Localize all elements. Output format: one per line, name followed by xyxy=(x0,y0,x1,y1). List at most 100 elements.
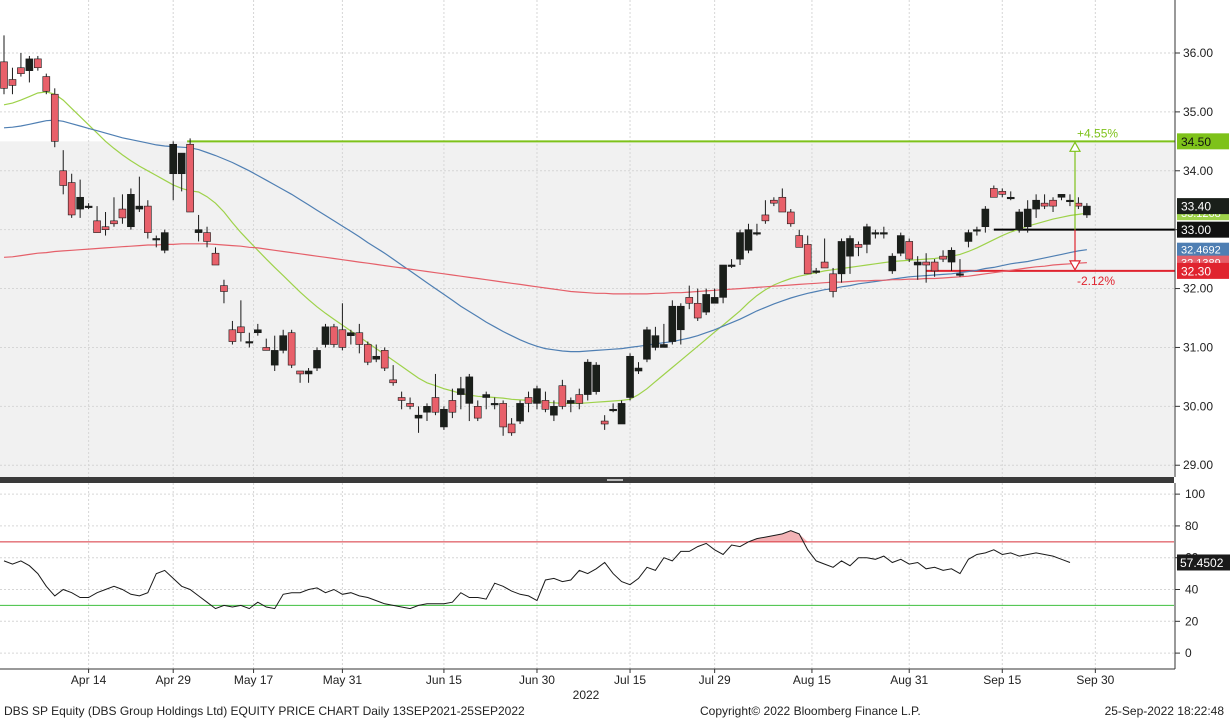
candle-body-up xyxy=(973,229,981,232)
rsi-tick-label: 20 xyxy=(1185,614,1199,628)
candle xyxy=(448,388,457,419)
candle xyxy=(76,179,84,218)
candle xyxy=(609,403,617,413)
x-tick-label: May 31 xyxy=(323,673,363,687)
candle xyxy=(465,373,474,422)
candle-body-down xyxy=(67,182,76,216)
candle-body-up xyxy=(245,341,254,344)
candle-body-up xyxy=(516,403,524,422)
candle xyxy=(939,250,947,263)
candle-body-down xyxy=(186,143,194,213)
candle-body-up xyxy=(414,414,423,419)
candle xyxy=(973,226,981,236)
rsi-y-axis: 02040608010057.4502 xyxy=(1174,483,1230,669)
candle-body-down xyxy=(17,67,25,74)
candle-body-down xyxy=(42,76,51,92)
last-price-label: 33.40 xyxy=(1181,200,1211,214)
candle xyxy=(846,235,854,274)
price-tick-label: 30.00 xyxy=(1183,399,1213,413)
candle xyxy=(490,397,499,410)
rsi-tick-label: 40 xyxy=(1185,583,1199,597)
candle-body-up xyxy=(279,335,287,351)
candle-body-up xyxy=(84,205,93,208)
candle-body-down xyxy=(211,252,220,266)
candle xyxy=(440,406,448,430)
price-tick-label: 29.00 xyxy=(1183,458,1213,472)
candle xyxy=(905,238,914,263)
candle-body-down xyxy=(922,261,930,266)
date-x-axis: Apr 14 Apr 29 May 17 May 31 Jun 15 Jun 30 Jul … xyxy=(0,668,1175,702)
x-tick-label: Apr 14 xyxy=(71,673,107,687)
candle-body-up xyxy=(160,232,169,251)
x-year-label: 2022 xyxy=(573,688,600,702)
candle xyxy=(457,376,465,410)
candle-body-down xyxy=(939,255,947,260)
candle-body-up xyxy=(25,58,34,71)
rsi-series xyxy=(0,530,1174,610)
candle xyxy=(25,55,34,83)
rsi-tick-label: 0 xyxy=(1185,646,1192,660)
last-price-tag xyxy=(1177,198,1229,215)
candle-body-down xyxy=(389,379,397,384)
candle-body-down xyxy=(237,326,245,334)
price-levels xyxy=(187,140,1175,272)
candle xyxy=(1083,203,1091,218)
candle xyxy=(880,226,888,239)
candle-body-down xyxy=(203,232,211,242)
up-change-label: +4.55% xyxy=(1077,126,1118,140)
candle xyxy=(956,259,964,277)
candle xyxy=(397,391,406,410)
candle-body-down xyxy=(499,403,507,428)
sma-value-label: 32.4692 xyxy=(1181,245,1221,257)
candle xyxy=(710,288,719,304)
panel-divider[interactable] xyxy=(0,477,1174,483)
candle xyxy=(42,73,51,95)
candle-body-up xyxy=(947,249,956,263)
candle-body-down xyxy=(829,273,837,292)
price-y-axis: 29.00 30.00 31.00 32.00 33.00 34.00 35.00 36.00 xyxy=(1174,0,1213,477)
candle xyxy=(516,400,524,424)
rsi-line xyxy=(3,530,1071,610)
candle-body-down xyxy=(693,302,702,319)
candle xyxy=(186,138,194,213)
candle xyxy=(829,267,837,298)
panel-divider-grip[interactable] xyxy=(607,479,623,481)
candle-body-up xyxy=(533,388,541,404)
candle-body-down xyxy=(363,344,372,363)
resistance-level-label: 34.50 xyxy=(1181,135,1211,149)
candle xyxy=(135,176,144,212)
candle xyxy=(981,206,990,233)
candle xyxy=(651,326,660,351)
candle xyxy=(1015,209,1024,233)
candle xyxy=(8,67,17,95)
candle-body-down xyxy=(380,350,389,369)
price-tick-label: 31.00 xyxy=(1183,340,1213,354)
candle xyxy=(93,206,101,233)
candle xyxy=(998,188,1007,198)
candle xyxy=(389,365,397,386)
candle xyxy=(118,194,127,224)
candle-body-down xyxy=(118,208,127,219)
candle xyxy=(888,253,897,274)
candle xyxy=(990,185,998,198)
candle-body-up xyxy=(744,229,753,251)
candle-body-down xyxy=(930,261,939,272)
rsi-tick-label: 80 xyxy=(1185,519,1199,533)
candle xyxy=(84,203,93,210)
rsi-grid xyxy=(0,483,1174,669)
candle xyxy=(406,397,414,410)
candle-body-up xyxy=(626,355,634,398)
candle xyxy=(795,229,804,248)
candle-body-up xyxy=(617,403,626,425)
candle xyxy=(296,370,304,383)
candle-body-down xyxy=(144,205,152,233)
footer-security-description: DBS SP Equity (DBS Group Holdings Ltd) E… xyxy=(4,704,525,718)
candle-body-up xyxy=(270,350,279,366)
candle xyxy=(270,335,279,371)
x-tick-label: Sep 15 xyxy=(983,673,1021,687)
candle-body-up xyxy=(423,406,431,413)
candle xyxy=(338,303,347,351)
price-tick-label: 32.00 xyxy=(1183,282,1213,296)
level-annotations: 33.126832.469232.138933.4034.5033.0032.3… xyxy=(1068,126,1229,288)
